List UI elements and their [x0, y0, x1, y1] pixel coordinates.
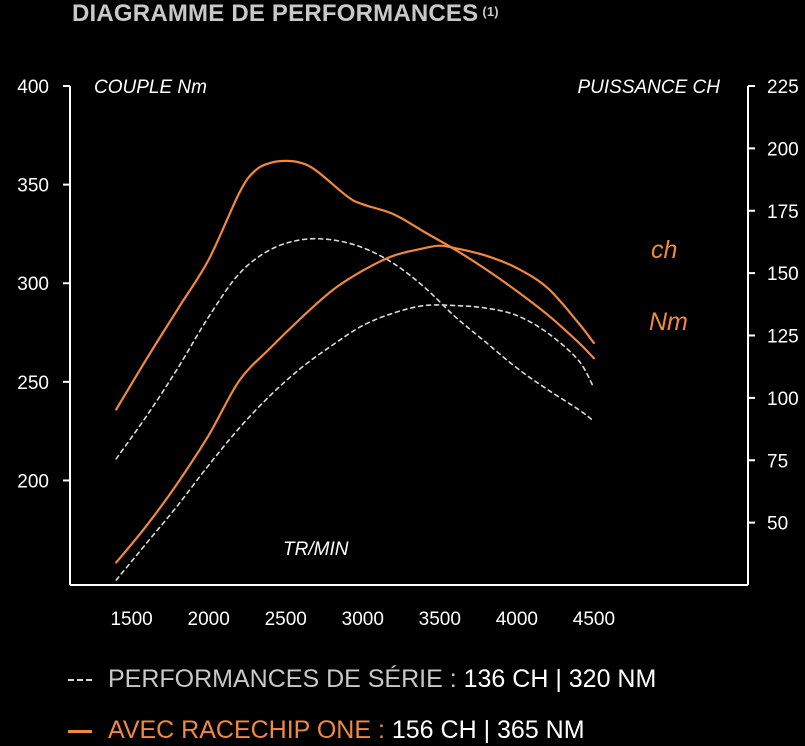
- legend-racechip-swatch: [68, 729, 92, 733]
- x-tick-label: 4000: [496, 609, 538, 630]
- left-tick-label: 200: [17, 471, 49, 492]
- stock-power-curve: [115, 304, 595, 581]
- legend-racechip-label: AVEC RACECHIP ONE :: [108, 716, 385, 744]
- title-footnote-marker: (1): [482, 4, 499, 19]
- performance-chart: 200 250 300 350 400 50 75 100 125 150 175 200 225 150…: [17, 77, 799, 630]
- right-tick-label: 200: [767, 139, 799, 160]
- x-tick-label: 4500: [573, 609, 615, 630]
- left-tick-label: 400: [17, 77, 49, 98]
- chart-title-text: DIAGRAMME DE PERFORMANCES: [72, 0, 479, 27]
- x-tick-label: 2000: [188, 609, 230, 630]
- left-axis-label: COUPLE Nm: [94, 77, 207, 98]
- legend-stock-swatch: [68, 679, 92, 682]
- series-label-ch: ch: [651, 236, 677, 264]
- right-tick-label: 225: [767, 77, 799, 98]
- right-tick-label: 50: [767, 514, 788, 535]
- right-tick-label: 150: [767, 264, 799, 285]
- left-tick-label: 300: [17, 274, 49, 295]
- x-tick-label: 3500: [419, 609, 461, 630]
- x-tick-label: 3000: [342, 609, 384, 630]
- right-tick-label: 100: [767, 389, 799, 410]
- x-tick-label: 2500: [265, 609, 307, 630]
- chart-title: DIAGRAMME DE PERFORMANCES (1): [72, 0, 499, 28]
- left-tick-label: 250: [17, 373, 49, 394]
- series-label-Nm: Nm: [649, 308, 688, 336]
- x-tick-label: 1500: [110, 609, 152, 630]
- legend-stock-value: 136 CH | 320 NM: [463, 665, 657, 693]
- left-tick-label: 350: [17, 176, 49, 197]
- legend-stock-label: PERFORMANCES DE SÉRIE :: [108, 665, 457, 693]
- right-tick-label: 125: [767, 327, 799, 348]
- racechip-power-curve: [115, 244, 595, 564]
- legend-racechip: AVEC RACECHIP ONE : 156 CH | 365 NM: [68, 715, 788, 745]
- legend-racechip-value: 156 CH | 365 NM: [391, 716, 585, 744]
- x-axis-label: TR/MIN: [283, 539, 349, 560]
- legend-stock: PERFORMANCES DE SÉRIE : 136 CH | 320 NM: [68, 664, 788, 694]
- stock-torque-curve: [115, 237, 595, 460]
- right-axis-label: PUISSANCE CH: [577, 77, 720, 98]
- right-tick-label: 75: [767, 451, 788, 472]
- racechip-torque-curve: [115, 159, 595, 411]
- right-tick-label: 175: [767, 202, 799, 223]
